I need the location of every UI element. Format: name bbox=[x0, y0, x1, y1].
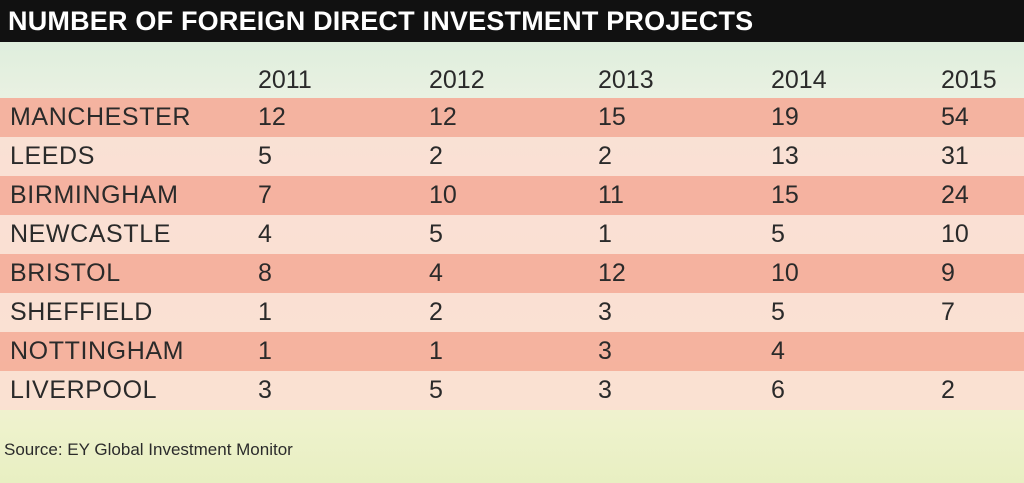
table-cell: 54 bbox=[941, 103, 969, 131]
table-row: NOTTINGHAM 1 1 3 4 bbox=[0, 332, 1024, 371]
table-cell: 11 bbox=[598, 181, 624, 209]
column-header: 2012 bbox=[429, 66, 485, 94]
table-cell: 3 bbox=[258, 376, 272, 404]
city-label: BRISTOL bbox=[10, 259, 121, 287]
table-row: NEWCASTLE 4 5 1 5 10 bbox=[0, 215, 1024, 254]
table-cell: 15 bbox=[771, 181, 799, 209]
table-row: LEEDS 5 2 2 13 31 bbox=[0, 137, 1024, 176]
table-row: MANCHESTER 12 12 15 19 54 bbox=[0, 98, 1024, 137]
table-cell: 5 bbox=[258, 142, 272, 170]
table-cell: 4 bbox=[771, 337, 785, 365]
table-cell: 5 bbox=[429, 220, 443, 248]
table-cell: 4 bbox=[258, 220, 272, 248]
column-header: 2015 bbox=[941, 66, 997, 94]
table-cell: 4 bbox=[429, 259, 443, 287]
table-cell: 7 bbox=[258, 181, 272, 209]
table-cell: 6 bbox=[771, 376, 785, 404]
table-cell: 10 bbox=[941, 220, 969, 248]
table-cell: 2 bbox=[429, 142, 443, 170]
table-cell: 2 bbox=[598, 142, 612, 170]
table-cell: 1 bbox=[258, 298, 272, 326]
city-label: SHEFFIELD bbox=[10, 298, 153, 326]
column-header: 2014 bbox=[771, 66, 827, 94]
chart-title: NUMBER OF FOREIGN DIRECT INVESTMENT PROJ… bbox=[0, 0, 1024, 42]
table-cell: 5 bbox=[429, 376, 443, 404]
table-row: BIRMINGHAM 7 10 11 15 24 bbox=[0, 176, 1024, 215]
table-cell: 3 bbox=[598, 376, 612, 404]
table-row: LIVERPOOL 3 5 3 6 2 bbox=[0, 371, 1024, 410]
table-cell: 2 bbox=[941, 376, 955, 404]
city-label: NEWCASTLE bbox=[10, 220, 171, 248]
table-cell: 10 bbox=[429, 181, 457, 209]
table-cell: 2 bbox=[429, 298, 443, 326]
source-note: Source: EY Global Investment Monitor bbox=[4, 440, 293, 459]
table-cell: 13 bbox=[771, 142, 799, 170]
table-cell: 12 bbox=[258, 103, 286, 131]
header-row: 2011 2012 2013 2014 2015 bbox=[0, 56, 1024, 98]
city-label: NOTTINGHAM bbox=[10, 337, 185, 365]
table-cell: 10 bbox=[771, 259, 799, 287]
table-cell: 24 bbox=[941, 181, 969, 209]
table-cell: 1 bbox=[258, 337, 272, 365]
table-cell: 5 bbox=[771, 220, 785, 248]
table-cell: 5 bbox=[771, 298, 785, 326]
table-cell: 3 bbox=[598, 337, 612, 365]
city-label: LEEDS bbox=[10, 142, 95, 170]
table-cell: 31 bbox=[941, 142, 969, 170]
city-label: BIRMINGHAM bbox=[10, 181, 179, 209]
table-cell: 1 bbox=[598, 220, 612, 248]
table-cell: 3 bbox=[598, 298, 612, 326]
table-cell: 12 bbox=[429, 103, 457, 131]
table-cell: 9 bbox=[941, 259, 955, 287]
table-cell: 1 bbox=[429, 337, 443, 365]
table-row: SHEFFIELD 1 2 3 5 7 bbox=[0, 293, 1024, 332]
column-header: 2011 bbox=[258, 66, 312, 94]
table-cell: 12 bbox=[598, 259, 626, 287]
table-cell: 19 bbox=[771, 103, 799, 131]
fdi-table: 2011 2012 2013 2014 2015 MANCHESTER 12 1… bbox=[0, 56, 1024, 410]
table-row: BRISTOL 8 4 12 10 9 bbox=[0, 254, 1024, 293]
table-cell: 7 bbox=[941, 298, 955, 326]
column-header: 2013 bbox=[598, 66, 654, 94]
city-label: LIVERPOOL bbox=[10, 376, 158, 404]
city-label: MANCHESTER bbox=[10, 103, 192, 131]
table-cell: 15 bbox=[598, 103, 626, 131]
table-cell: 8 bbox=[258, 259, 272, 287]
